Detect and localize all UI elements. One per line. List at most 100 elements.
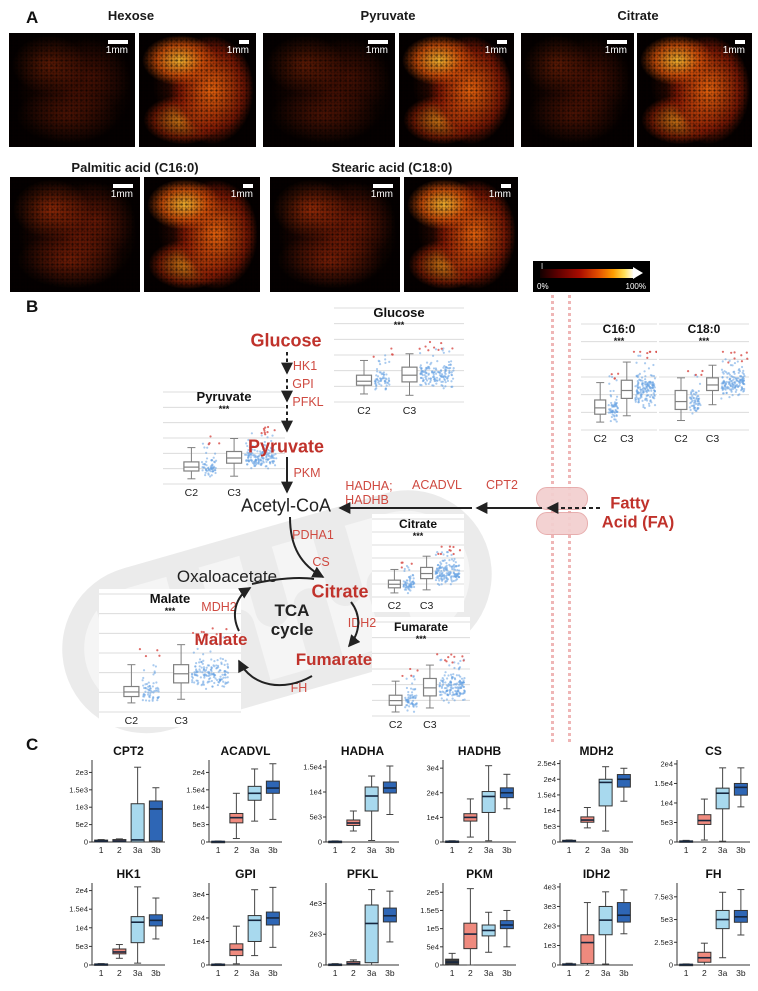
- svg-text:ACADVL: ACADVL: [221, 744, 271, 758]
- svg-text:3b: 3b: [736, 845, 746, 855]
- svg-text:3b: 3b: [502, 968, 512, 978]
- msi-image-hexose-low: 1mm: [9, 33, 135, 147]
- svg-text:1e4: 1e4: [192, 803, 205, 812]
- boxplot-glucose: Glucose *** C2 C3: [334, 303, 464, 417]
- svg-text:***: ***: [416, 634, 427, 644]
- msi-image-stearic-low: 1mm: [270, 177, 400, 292]
- svg-text:C2: C2: [389, 719, 403, 731]
- msi-image-citrate-high: 1mm: [637, 33, 752, 147]
- enzyme-pfkl: PFKL: [292, 395, 324, 409]
- panel-a-title-palmitic: Palmitic acid (C16:0): [71, 160, 199, 175]
- node-citrate: Citrate: [311, 581, 369, 602]
- enzyme-hk1: HK1: [292, 359, 318, 373]
- svg-text:3e3: 3e3: [543, 902, 556, 911]
- svg-text:3a: 3a: [250, 845, 260, 855]
- enzyme-acadvl: ACADVL: [411, 478, 463, 492]
- svg-text:5e3: 5e3: [192, 820, 205, 829]
- boxplot-pkm: PKM 0 5e4 1e5 1.5e5 2e5 1 2 3a 3b: [409, 867, 522, 987]
- svg-text:1.5e4: 1.5e4: [69, 905, 88, 914]
- svg-text:1e4: 1e4: [75, 923, 88, 932]
- panel-a-title-pyruvate: Pyruvate: [360, 8, 416, 23]
- svg-text:2e4: 2e4: [75, 886, 88, 895]
- scale-bar: 1mm: [231, 184, 253, 201]
- svg-text:***: ***: [699, 336, 710, 346]
- boxplot-cs: CS 0 5e3 1e4 1.5e4 2e4 1 2 3a 3b: [643, 744, 756, 864]
- boxplot-gpi: GPI 0 1e4 2e4 3e4 1 2 3a 3b: [175, 867, 288, 987]
- svg-text:MDH2: MDH2: [579, 744, 613, 758]
- svg-text:5e3: 5e3: [543, 822, 556, 831]
- svg-text:5e3: 5e3: [75, 942, 88, 951]
- svg-text:2e4: 2e4: [192, 768, 205, 777]
- svg-text:2: 2: [351, 845, 356, 855]
- tissue-blob: [404, 177, 518, 292]
- msi-image-pyruvate-low: 1mm: [263, 33, 395, 147]
- node-glucose: Glucose: [250, 330, 322, 351]
- tissue-blob: [9, 33, 135, 147]
- svg-text:1.5e5: 1.5e5: [420, 906, 439, 915]
- svg-text:2: 2: [117, 968, 122, 978]
- msi-image-hexose-high: 1mm: [139, 33, 256, 147]
- svg-text:0: 0: [201, 838, 205, 847]
- svg-text:2e3: 2e3: [309, 930, 322, 939]
- tissue-blob: [637, 33, 752, 147]
- boxplot-c16: C16:0 *** C2 C3: [581, 319, 657, 445]
- scale-bar: 1mm: [723, 40, 745, 57]
- tissue-blob: [263, 33, 395, 147]
- svg-text:3a: 3a: [601, 845, 611, 855]
- boxplot-pfkl: PFKL 0 2e3 4e3 1 2 3a 3b: [292, 867, 405, 987]
- svg-text:***: ***: [219, 404, 230, 414]
- scale-bar: 1mm: [605, 40, 627, 57]
- svg-text:3b: 3b: [385, 968, 395, 978]
- svg-text:1.5e4: 1.5e4: [303, 763, 322, 772]
- svg-text:Malate: Malate: [150, 591, 190, 606]
- svg-text:3e4: 3e4: [426, 764, 439, 773]
- svg-text:C3: C3: [227, 487, 241, 499]
- svg-text:2.5e3: 2.5e3: [654, 938, 673, 947]
- enzyme-cs: CS: [312, 555, 330, 569]
- svg-text:1e5: 1e5: [426, 924, 439, 933]
- svg-text:2: 2: [702, 968, 707, 978]
- svg-text:1: 1: [450, 968, 455, 978]
- svg-text:2e4: 2e4: [543, 775, 556, 784]
- svg-text:1.5e3: 1.5e3: [69, 785, 88, 794]
- svg-text:3a: 3a: [250, 968, 260, 978]
- svg-text:CS: CS: [705, 744, 722, 758]
- svg-text:FH: FH: [706, 867, 722, 881]
- colorbar-arrow: [633, 267, 643, 279]
- svg-text:C18:0: C18:0: [688, 322, 721, 336]
- svg-text:1: 1: [333, 968, 338, 978]
- svg-text:0: 0: [552, 961, 556, 970]
- panel-a-title-stearic: Stearic acid (C18:0): [331, 160, 453, 175]
- svg-text:1.5e4: 1.5e4: [186, 785, 205, 794]
- svg-text:3a: 3a: [484, 845, 494, 855]
- colorbar-tick: |: [541, 262, 544, 271]
- node-acetyl-coa: Acetyl-CoA: [240, 495, 332, 516]
- svg-text:C2: C2: [357, 405, 371, 417]
- svg-text:C2: C2: [125, 715, 139, 727]
- svg-text:HK1: HK1: [116, 867, 140, 881]
- enzyme-pkm: PKM: [293, 466, 321, 480]
- svg-text:3a: 3a: [133, 968, 143, 978]
- svg-text:1: 1: [450, 845, 455, 855]
- boxplot-malate: Malate *** C2 C3: [99, 589, 241, 727]
- boxplot-c18: C18:0 *** C2 C3: [659, 319, 749, 445]
- enzyme-hadha: HADHA;: [345, 479, 393, 493]
- boxplot-hk1: HK1 0 5e3 1e4 1.5e4 2e4 1 2 3a 3b: [58, 867, 171, 987]
- node-malate: Malate: [194, 630, 248, 649]
- svg-text:C3: C3: [620, 433, 634, 445]
- panel-a-label: A: [26, 8, 39, 27]
- svg-text:0: 0: [201, 961, 205, 970]
- svg-text:3b: 3b: [151, 968, 161, 978]
- svg-text:0: 0: [84, 838, 88, 847]
- boxplot-idh2: IDH2 0 1e3 2e3 3e3 4e3 1 2 3a 3b: [526, 867, 639, 987]
- svg-text:3e4: 3e4: [192, 890, 205, 899]
- boxplot-hadhb: HADHB 0 1e4 2e4 3e4 1 2 3a 3b: [409, 744, 522, 864]
- boxplot-cpt2: CPT2 0 5e2 1e3 1.5e3 2e3 1 2 3a 3b: [58, 744, 171, 864]
- enzyme-pdha1: PDHA1: [292, 528, 334, 542]
- svg-text:3a: 3a: [718, 968, 728, 978]
- svg-text:2: 2: [117, 845, 122, 855]
- svg-text:1: 1: [684, 845, 689, 855]
- svg-text:Pyruvate: Pyruvate: [197, 389, 252, 404]
- svg-text:1e4: 1e4: [660, 798, 673, 807]
- svg-text:2: 2: [585, 845, 590, 855]
